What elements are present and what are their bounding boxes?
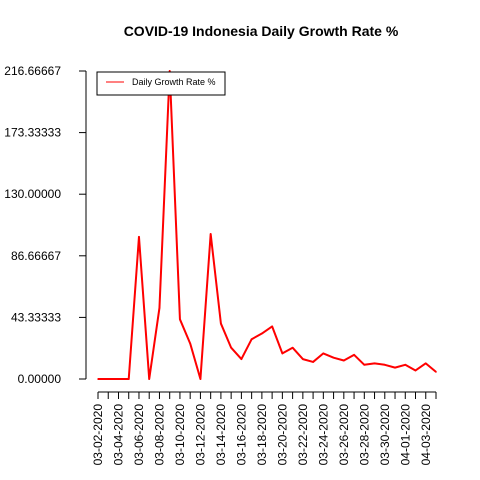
x-tick-label: 03-02-2020 xyxy=(91,404,105,466)
data-point xyxy=(373,362,376,365)
data-point xyxy=(158,307,161,309)
data-point xyxy=(414,369,417,372)
data-point xyxy=(404,363,407,366)
x-tick-label: 03-26-2020 xyxy=(337,404,351,466)
x-tick-label: 03-20-2020 xyxy=(275,404,289,466)
chart-title: COVID-19 Indonesia Daily Growth Rate % xyxy=(124,23,399,39)
data-point xyxy=(250,338,253,340)
series-layer xyxy=(97,70,437,380)
data-point xyxy=(271,325,273,328)
data-point xyxy=(394,366,396,369)
y-tick-label: 216.66667 xyxy=(4,64,61,78)
data-point xyxy=(97,378,99,380)
data-point xyxy=(281,352,284,355)
data-point xyxy=(107,378,110,380)
data-point xyxy=(127,378,130,380)
data-point xyxy=(302,358,304,360)
data-point xyxy=(383,363,386,366)
data-point xyxy=(209,233,212,235)
y-tick-label: 0.00000 xyxy=(18,372,62,386)
data-point xyxy=(322,352,325,355)
x-tick-label: 03-08-2020 xyxy=(152,404,166,466)
data-point xyxy=(240,358,243,360)
x-tick-label: 03-22-2020 xyxy=(296,404,310,466)
data-point xyxy=(332,356,335,359)
x-tick-label: 03-12-2020 xyxy=(193,404,207,466)
y-tick-label: 86.66667 xyxy=(11,249,61,263)
x-tick-label: 03-10-2020 xyxy=(173,404,187,466)
data-point xyxy=(343,359,345,362)
data-point xyxy=(230,346,232,349)
series-line xyxy=(98,70,437,380)
y-tick-label: 130.00000 xyxy=(4,187,61,201)
x-tick-label: 03-06-2020 xyxy=(132,404,146,466)
data-point xyxy=(291,346,294,349)
legend-box xyxy=(96,71,226,96)
y-tick-label: 173.33333 xyxy=(4,126,61,140)
x-tick-label: 03-18-2020 xyxy=(255,404,269,466)
data-point xyxy=(199,378,202,380)
data-point xyxy=(220,322,222,325)
x-axis: 03-02-2020 03-04-2020 03-06-2020 03-08-2020… xyxy=(91,391,437,466)
data-point xyxy=(117,378,120,380)
y-tick-label: 43.33333 xyxy=(11,310,61,324)
data-point xyxy=(261,332,263,335)
data-point xyxy=(179,318,181,321)
data-point xyxy=(363,363,366,366)
data-point xyxy=(424,362,427,365)
legend: Daily Growth Rate % xyxy=(96,71,226,96)
data-point xyxy=(168,70,171,72)
data-point xyxy=(138,236,140,238)
x-tick-label: 04-03-2020 xyxy=(419,404,433,466)
data-point xyxy=(148,378,151,380)
data-point xyxy=(312,361,314,363)
legend-label: Daily Growth Rate % xyxy=(132,77,216,87)
x-tick-label: 03-28-2020 xyxy=(357,404,371,466)
x-tick-label: 04-01-2020 xyxy=(398,404,412,466)
x-tick-label: 03-24-2020 xyxy=(316,404,330,466)
y-axis: 0.00000 43.33333 86.66667 130.00000 173.3333… xyxy=(4,64,87,386)
x-tick-label: 03-14-2020 xyxy=(214,404,228,466)
data-point xyxy=(435,371,437,373)
data-point xyxy=(353,354,355,356)
data-point xyxy=(189,342,191,345)
x-tick-label: 03-16-2020 xyxy=(234,404,248,466)
x-tick-label: 03-04-2020 xyxy=(111,404,125,466)
x-tick-label: 03-30-2020 xyxy=(378,404,392,466)
